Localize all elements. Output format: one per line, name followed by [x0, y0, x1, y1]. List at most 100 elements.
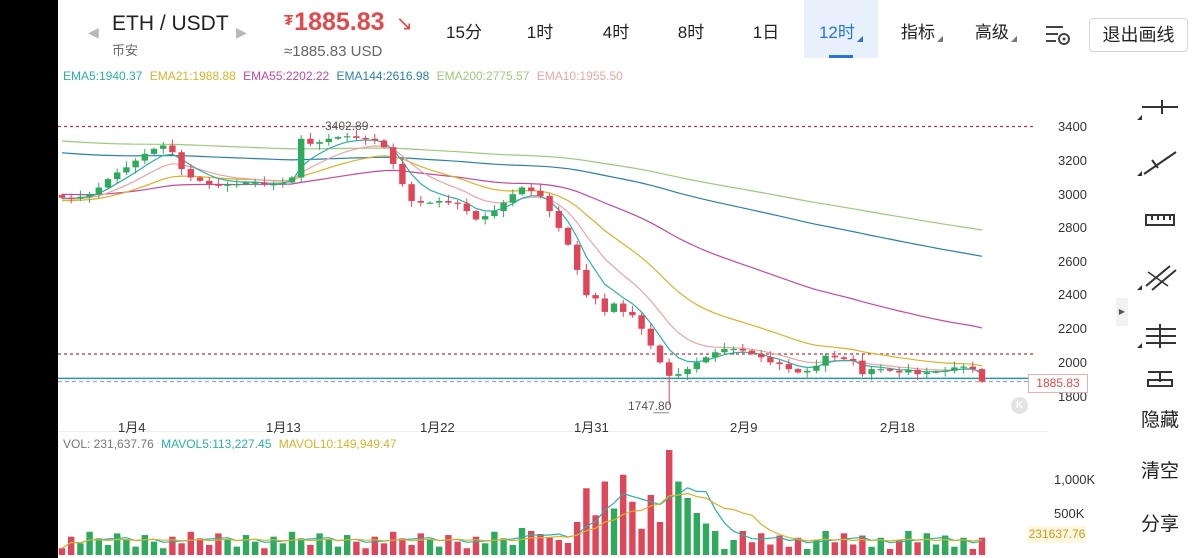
tab-15m[interactable]: 15分	[436, 0, 492, 58]
vol-tick-1000k: 1,000K	[1054, 472, 1096, 487]
trading-pair-title[interactable]: ETH / USDT	[112, 12, 229, 35]
next-pair-chevron-icon[interactable]: ▶	[236, 24, 247, 40]
candle-body	[978, 369, 986, 382]
candle-body	[491, 211, 498, 217]
candle-body	[123, 167, 130, 173]
candle-body	[877, 369, 884, 371]
volume-bar	[914, 542, 921, 555]
candle-body	[739, 348, 746, 351]
clear-button[interactable]: 清空	[1140, 461, 1179, 482]
volume-bar	[831, 542, 838, 555]
candle-body	[951, 367, 958, 371]
volume-chart[interactable]	[58, 450, 1058, 558]
vol-label: VOL: 231,637.76	[63, 437, 154, 451]
candle-body	[261, 182, 268, 185]
volume-bar	[436, 546, 443, 555]
candle-body	[325, 138, 332, 143]
currency-symbol: ₮	[284, 12, 294, 29]
candle-body	[206, 180, 213, 185]
volume-bar	[86, 531, 93, 555]
collapse-sidebar-chevron-icon[interactable]: ▶	[1116, 298, 1128, 326]
candle-body	[68, 197, 75, 199]
tab-1h[interactable]: 1时	[512, 0, 568, 58]
indicator-menu[interactable]: 指标 ◢	[892, 0, 952, 58]
tab-4h[interactable]: 4时	[586, 0, 646, 58]
volume-bar	[288, 531, 296, 555]
volume-bar	[969, 549, 976, 555]
tab-12h-label: 12时	[818, 23, 855, 42]
candlestick-chart[interactable]	[58, 92, 1058, 432]
volume-bar	[371, 536, 378, 555]
candle-body	[896, 370, 903, 373]
volume-bar	[408, 544, 415, 555]
multi-line-tool-icon[interactable]	[1136, 320, 1184, 350]
current-price-tag: 1885.83	[1028, 374, 1088, 393]
volume-bar	[169, 536, 176, 555]
share-button[interactable]: 分享	[1140, 514, 1179, 535]
volume-bar	[528, 531, 535, 555]
candle-body	[279, 182, 286, 185]
volume-bar	[224, 540, 231, 555]
prev-pair-chevron-icon[interactable]: ◀	[88, 24, 99, 40]
volume-bar	[362, 548, 369, 555]
chart-settings-icon[interactable]	[1043, 22, 1073, 48]
volume-bar	[160, 548, 167, 555]
candle-body	[141, 153, 148, 161]
candle-body	[215, 184, 222, 186]
volume-bar	[794, 537, 802, 555]
volume-bar	[813, 540, 820, 555]
candle-body	[905, 369, 912, 373]
candle-body	[353, 136, 360, 138]
candle-body	[298, 138, 305, 178]
horizontal-line-tool-icon[interactable]	[1136, 92, 1184, 122]
ema55-label: EMA55:2202.22	[243, 69, 330, 83]
price-down-arrow-icon: ↘	[396, 13, 413, 35]
parallel-channel-tool-icon[interactable]	[1136, 262, 1184, 292]
candle-body	[380, 140, 388, 148]
candle-body	[675, 374, 682, 376]
candle-body	[518, 187, 526, 195]
volume-bar	[942, 535, 949, 555]
volume-bar	[758, 533, 765, 555]
volume-bar	[693, 513, 700, 555]
candle-body	[712, 352, 719, 358]
volume-bar	[610, 508, 618, 555]
volume-bar	[252, 541, 259, 555]
advanced-menu[interactable]: 高级 ◢	[966, 0, 1026, 58]
volume-bar	[518, 528, 526, 555]
ema21-label: EMA21:1988.88	[149, 69, 236, 83]
candle-body	[960, 366, 967, 368]
volume-bar	[141, 535, 148, 555]
candle-body	[233, 184, 240, 186]
y-tick-3400: 3400	[1058, 119, 1087, 134]
candle-body	[555, 211, 562, 228]
candle-body	[666, 362, 673, 376]
tab-1d[interactable]: 1日	[738, 0, 794, 58]
candle-body	[160, 145, 167, 149]
y-tick-3200: 3200	[1058, 153, 1087, 168]
candle-body	[316, 142, 323, 144]
text-annotation-tool-icon[interactable]	[1136, 364, 1184, 394]
ruler-tool-icon[interactable]	[1136, 205, 1184, 235]
exit-drawing-button[interactable]: 退出画线	[1089, 18, 1188, 52]
candle-body	[969, 366, 976, 370]
tab-8h[interactable]: 8时	[661, 0, 721, 58]
candle-body	[104, 179, 112, 188]
mavol5-line	[61, 487, 983, 549]
tab-12h[interactable]: 12时 ◢	[804, 0, 878, 58]
hide-button[interactable]: 隐藏	[1140, 410, 1179, 431]
volume-bar	[629, 501, 636, 555]
candle-body	[886, 369, 894, 371]
volume-bar	[463, 548, 470, 555]
volume-bar	[132, 546, 139, 555]
ema10-label: EMA10:1955.50	[536, 69, 623, 83]
candle-body	[426, 202, 434, 204]
volume-bar	[656, 522, 664, 555]
volume-bar	[776, 535, 783, 555]
volume-bar	[601, 481, 608, 555]
volume-bar	[721, 549, 728, 555]
candle-body	[334, 137, 342, 139]
candle-body	[574, 244, 581, 270]
candle-body	[436, 200, 443, 203]
trend-line-tool-icon[interactable]	[1136, 148, 1184, 178]
